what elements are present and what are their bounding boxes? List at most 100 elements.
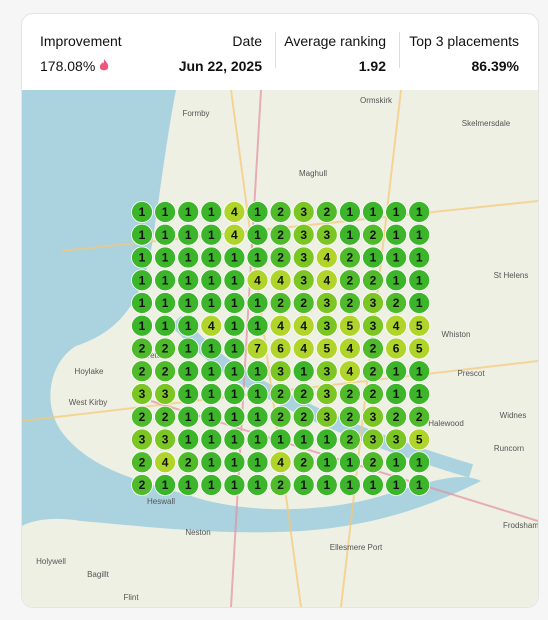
rank-pin	[362, 337, 384, 360]
rank-pin	[408, 314, 431, 337]
rank-pin	[315, 201, 338, 223]
rank-value: 5	[323, 342, 330, 356]
rank-value: 1	[162, 319, 169, 333]
rank-value: 3	[323, 387, 330, 401]
rank-value: 2	[347, 273, 354, 287]
rank-pin	[385, 314, 408, 337]
rank-value: 1	[300, 433, 307, 447]
rank-pin	[246, 337, 269, 360]
map-label: Flint	[123, 593, 139, 602]
rank-pin	[315, 428, 338, 451]
rank-value: 4	[393, 319, 400, 333]
rank-pin	[154, 292, 177, 314]
rank-pin	[408, 223, 431, 246]
rank-pin	[338, 292, 361, 314]
rank-pin	[131, 246, 153, 269]
rank-pin	[177, 360, 200, 383]
rank-pin	[223, 451, 246, 474]
rank-value: 2	[277, 387, 284, 401]
rank-pin	[223, 405, 246, 428]
rank-pin	[269, 474, 292, 496]
rank-pin	[131, 451, 153, 474]
rank-value: 1	[162, 205, 169, 219]
rank-value: 2	[162, 410, 169, 424]
rank-pin	[362, 201, 384, 223]
divider	[275, 32, 276, 68]
map: Ormskirk Formby Skelmersdale Maghull St Hele…	[22, 90, 538, 607]
rank-pin	[154, 474, 177, 496]
rank-value: 1	[162, 478, 169, 492]
map-label: Moreton	[136, 351, 165, 360]
rank-pin	[131, 428, 153, 451]
rank-pin	[385, 246, 408, 269]
rank-value: 3	[162, 433, 169, 447]
rank-value: 2	[347, 387, 354, 401]
rank-pin	[338, 314, 361, 337]
rank-value: 2	[300, 296, 307, 310]
rank-pin	[292, 292, 315, 314]
rank-pin	[385, 451, 408, 474]
rank-pin	[154, 360, 177, 383]
rank-value: 1	[185, 296, 192, 310]
rank-value: 1	[139, 251, 146, 265]
rank-value: 1	[208, 410, 215, 424]
rank-pin	[154, 269, 177, 292]
rank-grid: 1 1 1 1 4 1 2 3 2 1 1 1 1 1 1 1 1 4 1 2 3 3 1 2 1 1 1 1 1 1 1 1 2 3 4 2 1 1 1 1…	[131, 201, 431, 496]
rank-pin	[385, 201, 408, 223]
rank-pin	[338, 474, 361, 496]
rank-value: 2	[139, 455, 146, 469]
rank-pin	[177, 474, 200, 496]
sea	[22, 90, 481, 533]
rank-value: 1	[208, 455, 215, 469]
rank-value: 2	[277, 296, 284, 310]
rank-value: 2	[347, 410, 354, 424]
rank-pin	[385, 383, 408, 405]
rank-pin	[292, 360, 315, 383]
rank-pin	[200, 337, 223, 360]
map-labels: Ormskirk Formby Skelmersdale Maghull St Hele…	[36, 96, 538, 602]
rank-value: 6	[393, 342, 400, 356]
rank-value: 1	[185, 387, 192, 401]
rank-pin	[408, 246, 431, 269]
rank-pin	[269, 246, 292, 269]
rank-pin	[362, 451, 384, 474]
map-label: St Helens	[494, 271, 529, 280]
rank-pin	[408, 360, 431, 383]
rank-pin	[223, 337, 246, 360]
rank-value: 7	[254, 342, 261, 356]
rank-value: 3	[162, 387, 169, 401]
rank-pin	[269, 223, 292, 246]
rank-pin	[246, 360, 269, 383]
rank-value: 1	[254, 478, 261, 492]
rank-pin	[177, 428, 200, 451]
rank-pin	[269, 428, 292, 451]
rank-pin	[200, 451, 223, 474]
rank-value: 3	[139, 387, 146, 401]
rank-value: 1	[254, 387, 261, 401]
rank-value: 2	[277, 478, 284, 492]
rank-pin	[223, 474, 246, 496]
rank-value: 2	[277, 251, 284, 265]
rank-value: 3	[139, 433, 146, 447]
rank-value: 2	[277, 228, 284, 242]
rank-value: 1	[139, 228, 146, 242]
rank-pin	[408, 474, 431, 496]
rank-value: 1	[254, 251, 261, 265]
map-label: Runcorn	[494, 444, 524, 453]
rank-pin	[131, 269, 153, 292]
rank-value: 1	[393, 455, 400, 469]
rank-value: 2	[370, 455, 377, 469]
rank-pin	[177, 201, 200, 223]
rank-pin	[362, 474, 384, 496]
rank-pin	[362, 246, 384, 269]
divider	[399, 32, 400, 68]
rank-value: 1	[231, 296, 238, 310]
rank-pin	[200, 405, 223, 428]
rank-value: 1	[347, 228, 354, 242]
rank-value: 5	[416, 433, 423, 447]
flame-icon	[99, 59, 109, 71]
rank-pin	[246, 314, 269, 337]
rank-value: 2	[185, 455, 192, 469]
rank-pin	[200, 201, 223, 223]
rank-value: 4	[162, 455, 169, 469]
